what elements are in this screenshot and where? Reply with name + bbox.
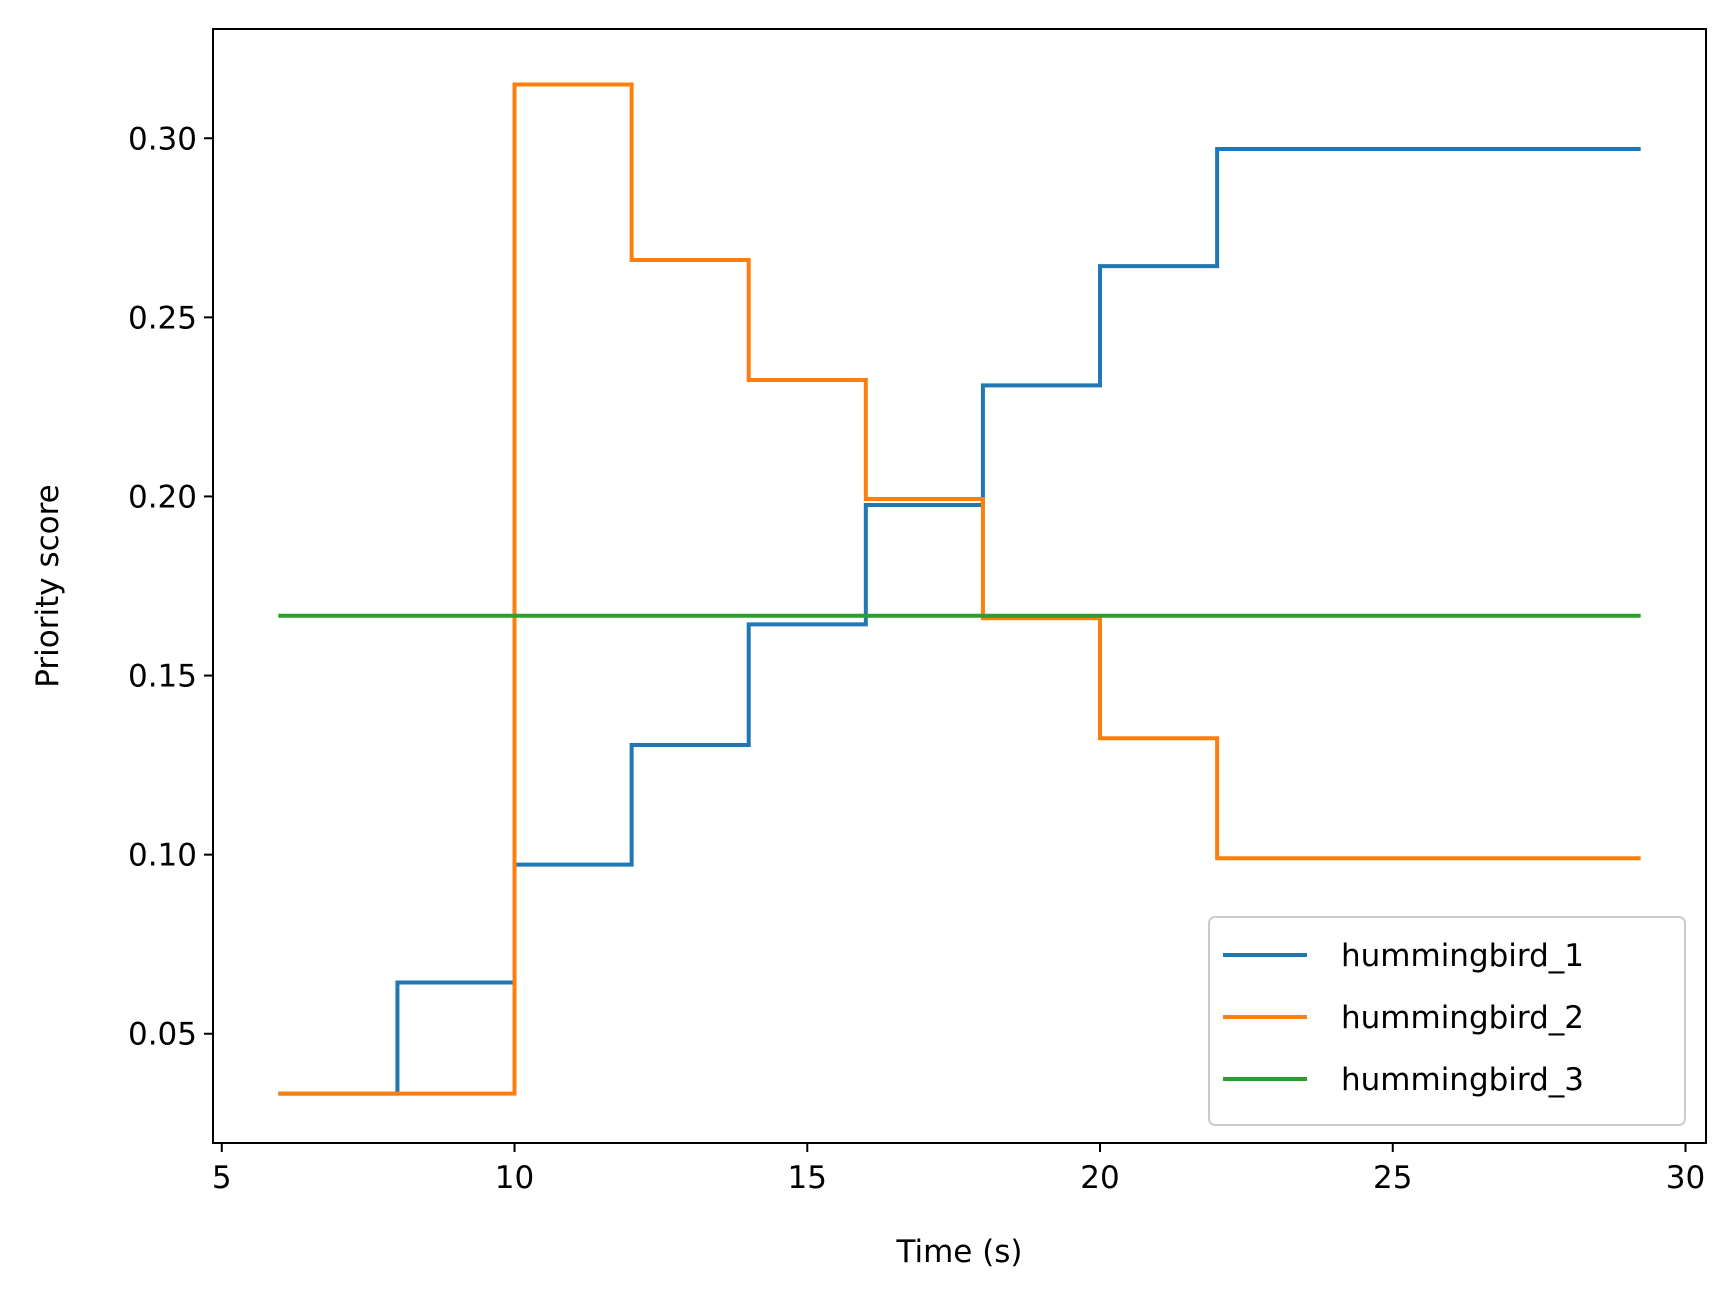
x-tick-label: 30 xyxy=(1666,1160,1705,1196)
legend-label: hummingbird_2 xyxy=(1341,1000,1584,1036)
legend-label: hummingbird_3 xyxy=(1341,1062,1584,1098)
plot-area-frame xyxy=(212,28,1707,1144)
y-tick-label: 0.15 xyxy=(128,659,197,695)
y-tick-label: 0.30 xyxy=(128,121,197,157)
x-tick-label: 5 xyxy=(212,1160,232,1196)
x-tick-label: 25 xyxy=(1373,1160,1412,1196)
legend-box xyxy=(1208,916,1686,1126)
series-layer xyxy=(278,82,1641,1096)
y-axis-label: Priority score xyxy=(30,484,66,687)
y-tick-label: 0.20 xyxy=(128,479,197,515)
x-tick-label: 20 xyxy=(1080,1160,1119,1196)
x-tick-label: 15 xyxy=(788,1160,827,1196)
y-tick-label: 0.05 xyxy=(128,1017,197,1053)
x-tick-label: 10 xyxy=(495,1160,534,1196)
legend-label: hummingbird_1 xyxy=(1341,938,1584,974)
y-axis-ticks: 0.05 0.10 0.15 0.20 0.25 0.30 xyxy=(128,121,213,1053)
y-tick-label: 0.10 xyxy=(128,838,197,874)
series-line-hummingbird_1 xyxy=(278,146,1641,1096)
y-tick-label: 0.25 xyxy=(128,300,197,336)
series-line-hummingbird_2 xyxy=(278,82,1641,1096)
legend: hummingbird_1 hummingbird_2 hummingbird_3 xyxy=(1208,916,1686,1126)
x-axis-label: Time (s) xyxy=(895,1234,1022,1270)
x-axis-ticks: 5 10 15 20 25 30 xyxy=(212,1143,1705,1196)
